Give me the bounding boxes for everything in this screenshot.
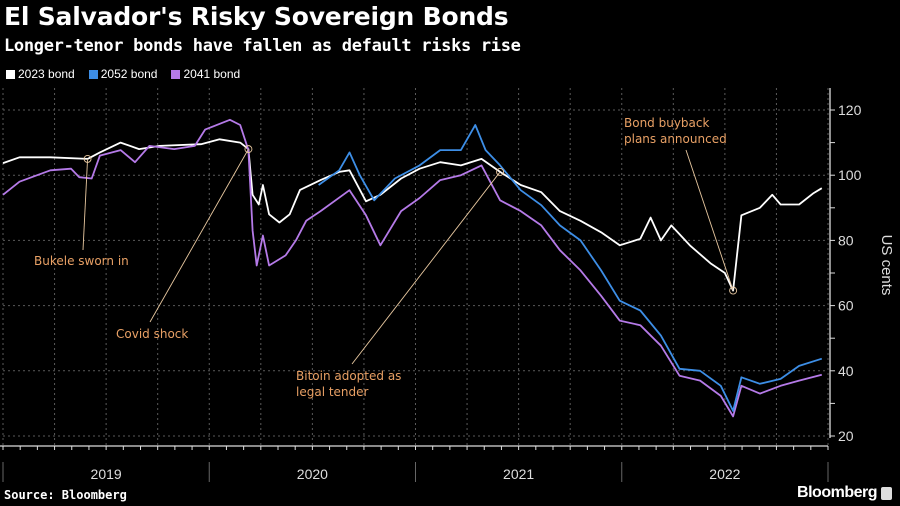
annotation-marker — [729, 286, 738, 295]
legend: 2023 bond 2052 bond 2041 bond — [6, 67, 240, 81]
legend-item-2052: 2052 bond — [88, 67, 158, 81]
annotation-marker — [244, 145, 253, 154]
series-line-2023-bond — [2, 138, 823, 292]
x-tick-label: 2020 — [297, 466, 328, 482]
brand-text: Bloomberg — [797, 484, 877, 501]
legend-swatch-2023 — [6, 69, 15, 79]
legend-label-2052: 2052 bond — [100, 67, 158, 81]
annotation-label: Bukele sworn in — [34, 254, 129, 268]
annotation-label: plans announced — [624, 132, 727, 146]
legend-item-2023: 2023 bond — [6, 67, 75, 81]
legend-label-2041: 2041 bond — [183, 67, 241, 81]
annotation-label: legal tender — [296, 385, 369, 399]
bloomberg-logo: Bloomberg — [797, 484, 892, 502]
y-tick-label: 20 — [838, 428, 854, 444]
source-note: Source: Bloomberg — [4, 488, 127, 502]
x-tick-label: 2022 — [709, 466, 740, 482]
legend-label-2023: 2023 bond — [18, 67, 75, 81]
y-tick-label: 100 — [838, 167, 862, 183]
legend-item-2041: 2041 bond — [171, 67, 240, 81]
bloomberg-terminal-icon — [881, 486, 892, 500]
annotation-leader-line — [685, 149, 734, 291]
chart-title: El Salvador's Risky Sovereign Bonds — [4, 2, 509, 31]
annotation-leader-line — [149, 148, 249, 323]
x-tick-label: 2019 — [91, 466, 122, 482]
annotation-label: Bitoin adopted as — [296, 369, 401, 383]
chart-subtitle: Longer-tenor bonds have fallen as defaul… — [4, 36, 521, 56]
y-tick-label: 60 — [838, 298, 854, 314]
series-line-2041-bond — [2, 118, 823, 418]
annotation-label: Bond buyback — [624, 116, 710, 130]
y-axis-label: US cents — [878, 235, 895, 296]
annotation-leader-line — [351, 171, 501, 365]
annotation-marker — [496, 167, 505, 176]
y-tick-label: 80 — [838, 232, 854, 248]
y-tick-label: 40 — [838, 363, 854, 379]
x-tick-label: 2021 — [503, 466, 534, 482]
legend-swatch-2041 — [171, 69, 181, 79]
legend-swatch-2052 — [88, 69, 98, 79]
series-line-2052-bond — [318, 124, 823, 412]
annotation-label: Covid shock — [116, 327, 188, 341]
annotation-marker — [83, 154, 92, 163]
y-tick-label: 120 — [838, 102, 862, 118]
annotation-leader-line — [82, 158, 89, 251]
